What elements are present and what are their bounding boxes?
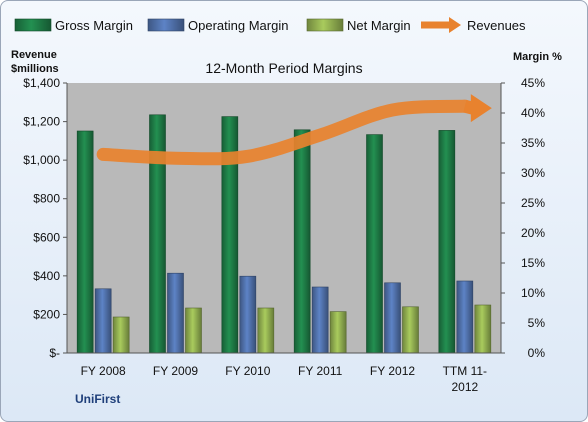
- left-axis-label-line2: $millions: [11, 63, 59, 75]
- company-label: UniFirst: [75, 392, 120, 406]
- right-tick-label: 0%: [528, 346, 546, 360]
- legend-label: Gross Margin: [55, 18, 133, 33]
- right-tick-label: 45%: [521, 76, 545, 90]
- left-tick-label: $400: [33, 269, 60, 283]
- left-tick-label: $800: [33, 192, 60, 206]
- legend-arrowhead: [449, 17, 461, 33]
- left-tick-label: $1,400: [23, 76, 60, 90]
- legend-swatch-net-margin: [306, 18, 344, 32]
- bar-gross-margin: [438, 130, 456, 354]
- right-tick-label: 15%: [521, 256, 545, 270]
- legend-label: Operating Margin: [188, 18, 288, 33]
- bar-operating-margin: [167, 272, 184, 354]
- legend-swatch-gross-margin: [14, 18, 52, 32]
- x-tick-label: TTM 11-2012: [443, 364, 487, 394]
- bar-net-margin: [329, 311, 347, 354]
- legend-label: Revenues: [467, 18, 526, 33]
- x-tick-label: FY 2010: [225, 364, 270, 378]
- left-tick-label: $-: [49, 346, 60, 360]
- chart-title: 12-Month Period Margins: [205, 60, 362, 76]
- bar-operating-margin: [311, 286, 329, 354]
- revenues-arrow-shaft: [463, 99, 475, 115]
- bar-operating-margin: [94, 288, 112, 354]
- left-tick-label: $1,200: [23, 115, 60, 129]
- x-tick-label: FY 2009: [153, 364, 198, 378]
- bar-operating-margin: [384, 282, 401, 354]
- bar-net-margin: [402, 306, 419, 354]
- bar-gross-margin: [293, 129, 311, 354]
- bar-gross-margin: [149, 114, 166, 354]
- right-axis-label: Margin %: [513, 51, 562, 63]
- bar-gross-margin: [76, 130, 94, 354]
- plot-area: [67, 83, 501, 353]
- bar-net-margin: [112, 316, 130, 354]
- revenues-arrowhead: [470, 94, 492, 123]
- right-tick-label: 35%: [521, 136, 545, 150]
- legend-label: Net Margin: [347, 18, 411, 33]
- bar-net-margin: [257, 307, 275, 354]
- bar-operating-margin: [239, 275, 257, 354]
- x-tick-label: FY 2011: [298, 364, 343, 378]
- bar-net-margin: [474, 304, 492, 354]
- right-tick-label: 10%: [521, 286, 545, 300]
- x-tick-label: FY 2008: [81, 364, 126, 378]
- left-tick-label: $600: [33, 230, 60, 244]
- left-tick-label: $200: [33, 307, 60, 321]
- left-tick-label: $1,000: [23, 153, 60, 167]
- right-tick-label: 30%: [521, 166, 545, 180]
- bar-gross-margin: [366, 134, 383, 354]
- right-tick-label: 40%: [521, 106, 545, 120]
- legend-swatch-operating-margin: [147, 18, 185, 32]
- x-tick-label: FY 2012: [370, 364, 415, 378]
- right-tick-label: 25%: [521, 196, 545, 210]
- left-axis-label-line1: Revenue: [11, 49, 57, 61]
- bar-operating-margin: [456, 280, 474, 354]
- right-tick-label: 20%: [521, 226, 545, 240]
- revenues-line: [96, 99, 472, 166]
- right-tick-label: 5%: [528, 316, 546, 330]
- bar-net-margin: [185, 307, 202, 354]
